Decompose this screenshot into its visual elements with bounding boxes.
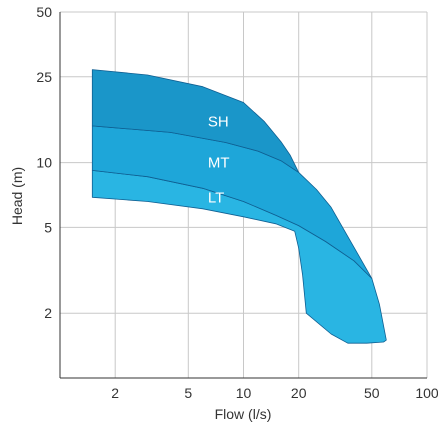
y-axis-title: Head (m): [9, 167, 25, 225]
x-tick-label: 50: [364, 385, 380, 401]
x-tick-label: 100: [415, 385, 438, 401]
y-tick-label: 2: [44, 305, 52, 321]
axes: [59, 12, 427, 379]
y-tick-label: 50: [36, 4, 52, 20]
band-labels: SH MT LT: [208, 114, 230, 207]
x-tick-label: 10: [236, 385, 252, 401]
band-label-sh: SH: [208, 114, 229, 131]
y-tick-label: 10: [36, 155, 52, 171]
x-tick-label: 5: [184, 385, 192, 401]
y-tick-label: 25: [36, 69, 52, 85]
band-label-mt: MT: [208, 155, 230, 172]
x-tick-label: 20: [291, 385, 307, 401]
y-tick-label: 5: [44, 219, 52, 235]
band-sh: [91, 69, 300, 173]
band-label-lt: LT: [208, 189, 224, 206]
x-tick-labels: 2 5 10 20 50 100: [111, 385, 438, 401]
bands: [91, 69, 387, 344]
x-tick-label: 2: [111, 385, 119, 401]
x-axis-title: Flow (l/s): [215, 406, 272, 422]
